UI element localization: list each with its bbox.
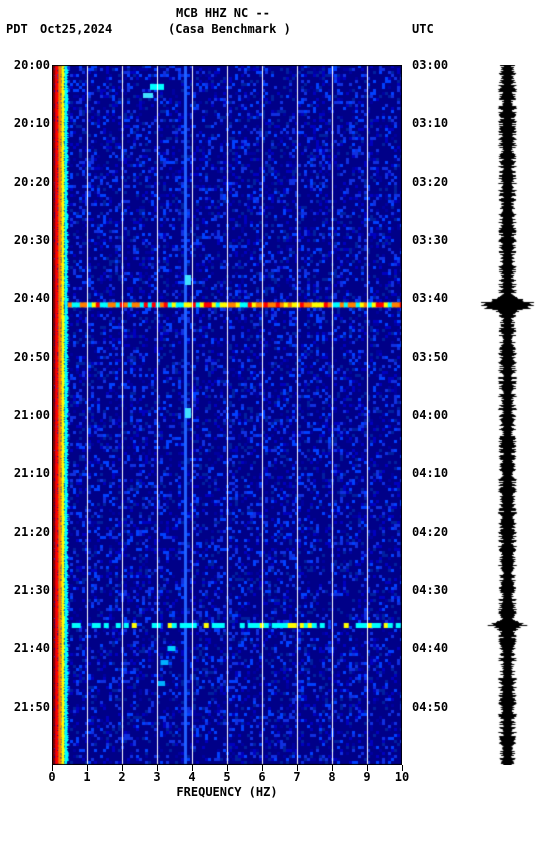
- x-tick-label: 3: [153, 770, 160, 784]
- right-tick: 04:10: [402, 466, 462, 480]
- left-tick: 21:40: [0, 641, 52, 655]
- x-tick-label: 9: [363, 770, 370, 784]
- left-tick: 21:20: [0, 525, 52, 539]
- right-tick: 04:20: [402, 525, 462, 539]
- right-tick: 03:20: [402, 175, 462, 189]
- x-tick-label: 10: [395, 770, 409, 784]
- x-axis-label: FREQUENCY (HZ): [52, 785, 402, 799]
- right-tick: 03:50: [402, 350, 462, 364]
- tz-right-label: UTC: [412, 22, 434, 36]
- x-tick-label: 5: [223, 770, 230, 784]
- left-tick: 20:00: [0, 58, 52, 72]
- waveform-plot: [475, 65, 540, 765]
- site-label: (Casa Benchmark ): [168, 22, 291, 36]
- x-tick-label: 4: [188, 770, 195, 784]
- tz-left-label: PDT: [6, 22, 28, 36]
- left-tick: 21:50: [0, 700, 52, 714]
- x-tick-label: 6: [258, 770, 265, 784]
- station-label: MCB HHZ NC --: [176, 6, 270, 20]
- left-tick: 20:50: [0, 350, 52, 364]
- right-tick: 04:30: [402, 583, 462, 597]
- left-tick: 21:10: [0, 466, 52, 480]
- right-tick: 04:40: [402, 641, 462, 655]
- left-tick: 20:10: [0, 116, 52, 130]
- left-tick: 21:30: [0, 583, 52, 597]
- left-tick: 20:20: [0, 175, 52, 189]
- right-tick: 04:50: [402, 700, 462, 714]
- spectrogram-plot: [52, 65, 402, 765]
- right-tick: 03:40: [402, 291, 462, 305]
- x-tick-label: 8: [328, 770, 335, 784]
- left-time-axis: 20:0020:1020:2020:3020:4020:5021:0021:10…: [0, 65, 52, 765]
- right-tick: 03:00: [402, 58, 462, 72]
- x-tick-label: 1: [83, 770, 90, 784]
- left-tick: 20:40: [0, 291, 52, 305]
- left-tick: 21:00: [0, 408, 52, 422]
- x-tick-label: 7: [293, 770, 300, 784]
- right-tick: 03:10: [402, 116, 462, 130]
- right-tick: 04:00: [402, 408, 462, 422]
- left-tick: 20:30: [0, 233, 52, 247]
- x-tick-label: 2: [118, 770, 125, 784]
- right-tick: 03:30: [402, 233, 462, 247]
- date-label: Oct25,2024: [40, 22, 112, 36]
- x-tick-label: 0: [48, 770, 55, 784]
- right-time-axis: 03:0003:1003:2003:3003:4003:5004:0004:10…: [402, 65, 462, 765]
